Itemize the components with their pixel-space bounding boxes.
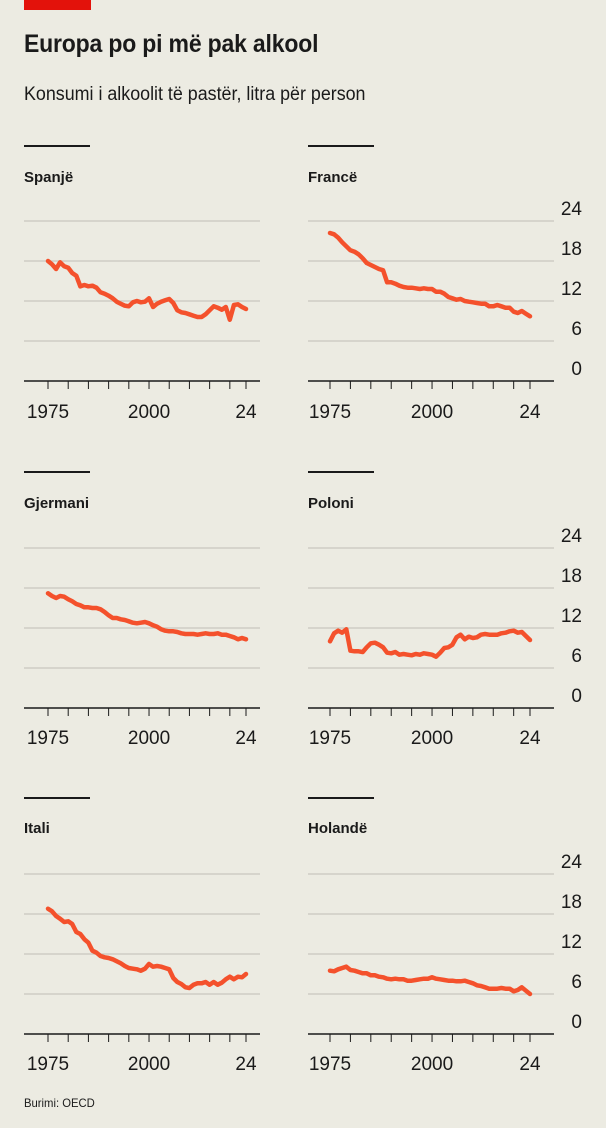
x-tick-label: 1975 (309, 1054, 351, 1075)
y-tick-label: 0 (571, 1012, 582, 1033)
y-tick-label: 0 (571, 359, 582, 380)
x-tick-label: 24 (519, 402, 541, 423)
series-line (327, 964, 533, 997)
chart-spanj: Spanjë 1975 2000 24 (24, 145, 260, 423)
x-tick-label: 2000 (128, 402, 170, 423)
x-tick-label: 24 (235, 728, 257, 749)
source-note: Burimi: OECD (24, 1096, 95, 1110)
chart-title: Itali (24, 820, 50, 837)
chart-title: Gjermani (24, 495, 89, 512)
y-tick-label: 18 (561, 239, 582, 260)
x-tick-label: 1975 (27, 402, 69, 423)
y-tick-label: 18 (561, 892, 582, 913)
x-tick-label: 2000 (128, 1054, 170, 1075)
x-tick-label: 1975 (27, 1054, 69, 1075)
x-tick-label: 24 (519, 728, 541, 749)
chart-franc: Francë 24 18 12 6 0 1975 2000 24 (308, 145, 583, 423)
y-tick-label: 12 (561, 279, 582, 300)
x-tick-label: 1975 (309, 402, 351, 423)
series-line (327, 627, 533, 659)
chart-holand: Holandë 24 18 12 6 0 1975 2000 24 (308, 797, 583, 1075)
y-tick-label: 12 (561, 606, 582, 627)
chart-title: Poloni (308, 495, 354, 512)
accent-tag (24, 0, 91, 10)
series-line (327, 230, 533, 319)
x-tick-label: 2000 (128, 728, 170, 749)
x-tick-label: 24 (235, 402, 257, 423)
y-tick-label: 24 (561, 199, 583, 220)
page-subtitle: Konsumi i alkoolit të pastër, litra për … (24, 84, 366, 105)
y-tick-label: 6 (571, 972, 582, 993)
chart-itali: Itali 1975 2000 24 (24, 797, 260, 1075)
chart-title: Holandë (308, 820, 367, 837)
x-tick-label: 2000 (411, 402, 453, 423)
series-line (45, 258, 249, 322)
series-line (45, 906, 249, 991)
y-tick-label: 6 (571, 646, 582, 667)
chart-title: Francë (308, 169, 357, 186)
chart-gjermani: Gjermani 1975 2000 24 (24, 471, 260, 749)
x-tick-label: 24 (235, 1054, 257, 1075)
y-tick-label: 0 (571, 686, 582, 707)
chart-poloni: Poloni 24 18 12 6 0 1975 2000 24 (308, 471, 583, 749)
page-title: Europa po pi më pak alkool (24, 30, 319, 58)
series-line (45, 591, 249, 642)
x-tick-label: 1975 (27, 728, 69, 749)
y-tick-label: 24 (561, 852, 583, 873)
x-tick-label: 2000 (411, 728, 453, 749)
y-tick-label: 6 (571, 319, 582, 340)
chart-title: Spanjë (24, 169, 73, 186)
x-tick-label: 1975 (309, 728, 351, 749)
y-tick-label: 18 (561, 566, 582, 587)
y-tick-label: 12 (561, 932, 582, 953)
x-tick-label: 24 (519, 1054, 541, 1075)
y-tick-label: 24 (561, 526, 583, 547)
x-tick-label: 2000 (411, 1054, 453, 1075)
